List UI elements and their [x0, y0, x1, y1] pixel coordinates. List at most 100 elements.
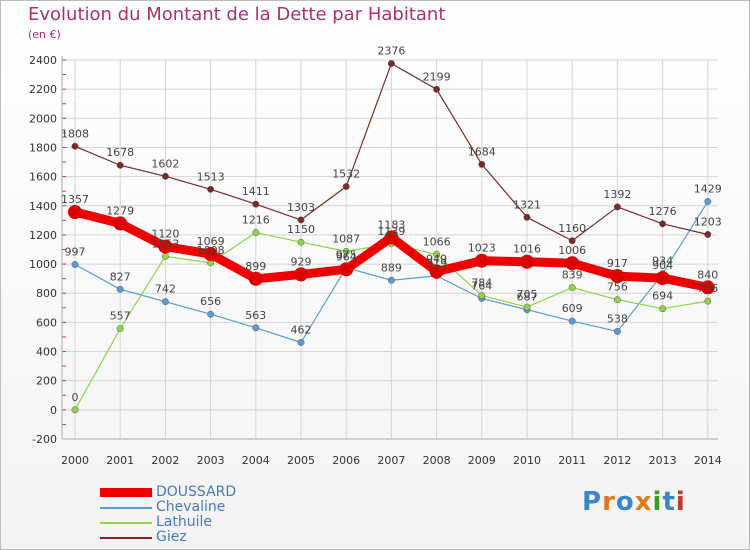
data-point-giez	[478, 160, 486, 168]
data-point-giez	[116, 161, 124, 169]
data-label-doussard: 964	[336, 250, 357, 263]
data-point-lathuile	[704, 297, 712, 305]
legend-label-giez: Giez	[156, 529, 187, 545]
data-label-giez: 1303	[287, 201, 315, 214]
data-label-giez: 1808	[61, 127, 89, 140]
legend-item-chevaline: Chevaline	[100, 499, 300, 515]
data-label-giez: 1513	[197, 170, 225, 183]
y-tick-label: 1600	[29, 171, 57, 184]
data-label-lathuile: 1066	[423, 235, 451, 248]
data-point-giez	[387, 60, 395, 67]
brand-letter: i	[675, 487, 686, 517]
data-point-chevaline	[568, 317, 576, 325]
data-point-doussard	[68, 205, 82, 220]
data-label-chevaline: 538	[607, 312, 628, 325]
y-tick-label: 1000	[29, 258, 57, 271]
x-tick-label: 2002	[151, 454, 179, 467]
data-point-giez	[161, 172, 169, 180]
data-label-lathuile: 1053	[151, 237, 179, 250]
data-label-chevaline: 742	[155, 283, 176, 296]
data-label-doussard: 1120	[151, 228, 179, 241]
data-point-chevaline	[613, 327, 621, 335]
data-label-lathuile: 784	[471, 277, 492, 290]
data-label-chevaline: 1429	[694, 183, 722, 196]
y-tick-label: 600	[36, 316, 57, 329]
x-tick-label: 2008	[423, 454, 451, 467]
data-label-giez: 1392	[603, 188, 631, 201]
data-point-lathuile	[161, 252, 169, 260]
data-label-doussard: 917	[607, 257, 628, 270]
data-label-lathuile: 1008	[197, 244, 225, 257]
data-point-doussard	[294, 267, 308, 282]
data-point-doussard	[474, 253, 489, 268]
x-tick-label: 2009	[468, 454, 496, 467]
legend-label-lathuile: Lathuile	[156, 514, 213, 530]
brand-letter: i	[652, 487, 663, 517]
brand-letter: r	[602, 487, 616, 517]
data-point-lathuile	[433, 251, 441, 258]
data-point-giez	[704, 231, 712, 238]
data-point-lathuile	[116, 325, 124, 333]
data-label-lathuile: 0	[72, 391, 79, 404]
data-point-chevaline	[161, 298, 169, 306]
data-label-lathuile: 746	[697, 282, 718, 295]
brand-letter: x	[634, 487, 653, 517]
data-point-lathuile	[613, 296, 621, 304]
data-point-giez	[568, 237, 576, 245]
data-label-doussard: 1069	[197, 235, 225, 248]
data-point-lathuile	[523, 303, 531, 311]
data-label-doussard: 1183	[377, 218, 405, 231]
data-point-chevaline	[704, 198, 712, 205]
data-label-doussard: 1023	[468, 242, 496, 255]
legend-swatch-lathuile	[100, 522, 152, 524]
data-label-lathuile: 694	[652, 290, 673, 303]
data-label-doussard: 1357	[61, 193, 89, 206]
data-point-chevaline	[387, 276, 395, 284]
data-label-giez: 1678	[106, 146, 134, 159]
x-tick-label: 2007	[377, 454, 405, 467]
data-label-giez: 1276	[649, 205, 677, 218]
data-point-lathuile	[342, 247, 350, 255]
data-label-chevaline: 656	[200, 295, 221, 308]
y-tick-label: 1400	[29, 200, 57, 213]
data-point-chevaline	[297, 339, 305, 346]
data-point-doussard	[248, 271, 263, 286]
x-tick-label: 2000	[61, 454, 89, 467]
y-tick-label: 2400	[29, 54, 57, 67]
legend-swatch-doussard	[100, 488, 152, 497]
legend-item-doussard: DOUSSARD	[100, 484, 300, 500]
data-label-lathuile: 839	[562, 269, 583, 282]
y-tick-label: 2000	[29, 112, 57, 125]
data-label-chevaline: 975	[336, 249, 357, 262]
data-label-doussard: 949	[426, 253, 447, 266]
y-tick-label: 1800	[29, 141, 57, 154]
data-label-chevaline: 919	[426, 257, 447, 270]
data-label-doussard: 840	[697, 268, 718, 281]
brand-letter: t	[662, 487, 676, 517]
x-tick-label: 2003	[197, 454, 225, 467]
data-label-giez: 1532	[332, 168, 360, 181]
data-label-giez: 2199	[423, 70, 451, 83]
data-point-giez	[433, 85, 441, 93]
x-tick-label: 2005	[287, 454, 315, 467]
x-tick-label: 2012	[603, 454, 631, 467]
data-label-doussard: 1016	[513, 243, 541, 256]
data-label-giez: 1684	[468, 145, 496, 158]
data-label-doussard: 1006	[558, 244, 586, 257]
brand-letter: o	[615, 487, 635, 517]
data-point-lathuile	[478, 292, 486, 300]
data-point-chevaline	[116, 285, 124, 293]
data-label-lathuile: 756	[607, 281, 628, 294]
data-label-chevaline: 764	[471, 279, 492, 292]
data-label-doussard: 929	[291, 255, 312, 268]
data-point-lathuile	[659, 305, 667, 313]
y-tick-label: 800	[36, 287, 57, 300]
data-label-lathuile: 1139	[377, 225, 405, 238]
x-tick-label: 2001	[106, 454, 134, 467]
data-label-chevaline: 563	[245, 309, 266, 322]
chart-subtitle: (en €)	[28, 28, 61, 41]
data-label-giez: 1160	[558, 222, 586, 235]
data-point-giez	[659, 220, 667, 228]
data-label-chevaline: 462	[291, 324, 312, 337]
data-point-lathuile	[252, 229, 260, 237]
